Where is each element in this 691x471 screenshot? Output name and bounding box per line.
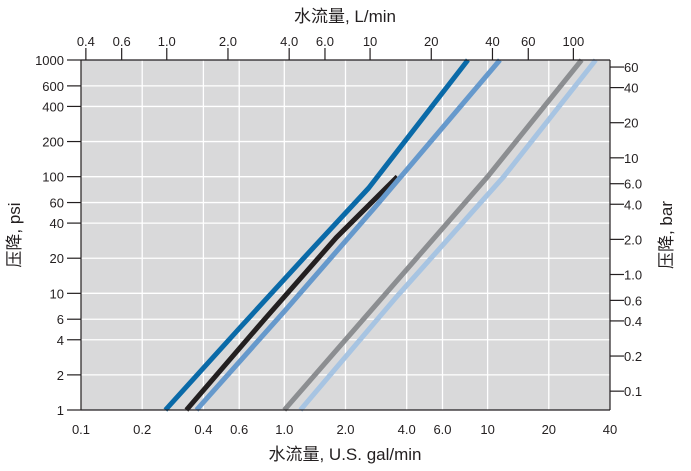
y-right-tick-label: 20 [624,116,638,131]
series-line-5 [298,58,598,412]
y-axis-right-title: 压降, bar [657,201,676,269]
y-right-tick-label: 40 [624,81,638,96]
y-left-tick-label: 1 [57,403,64,418]
x-bottom-tick-label: 20 [542,422,556,437]
x-top-tick-label: 0.4 [77,34,95,49]
x-top-tick-label: 0.6 [113,34,131,49]
y-left-tick-label: 60 [50,196,64,211]
y-right-tick-label: 0.2 [624,349,642,364]
x-axis-top-title: 水流量, L/min [294,7,396,26]
x-top-tick-label: 10 [363,34,377,49]
x-top-tick-label: 100 [563,34,585,49]
x-bottom-tick-label: 0.2 [133,422,151,437]
y-left-tick-label: 2 [57,368,64,383]
x-top-tick-label: 20 [424,34,438,49]
y-left-tick-label: 400 [42,99,64,114]
y-right-tick-label: 0.1 [624,384,642,399]
x-bottom-tick-label: 1.0 [275,422,293,437]
series-line-3 [194,58,502,412]
x-bottom-tick-label: 40 [603,422,617,437]
x-axis-bottom-title: 水流量, U.S. gal/min [268,445,421,464]
y-left-tick-label: 200 [42,135,64,150]
y-right-tick-label: 0.6 [624,293,642,308]
y-left-tick-label: 6 [57,312,64,327]
y-left-tick-label: 100 [42,170,64,185]
x-top-tick-label: 4.0 [280,34,298,49]
x-top-tick-label: 6.0 [316,34,334,49]
x-top-tick-label: 1.0 [158,34,176,49]
y-right-tick-label: 1.0 [624,267,642,282]
series-layer [163,58,598,412]
y-right-tick-label: 6.0 [624,177,642,192]
x-top-tick-label: 60 [521,34,535,49]
x-bottom-tick-label: 2.0 [336,422,354,437]
y-left-tick-label: 40 [50,216,64,231]
x-bottom-tick-label: 6.0 [433,422,451,437]
y-left-tick-label: 1000 [35,53,64,68]
series-line-1 [163,58,470,412]
axes-frame [80,59,611,411]
y-right-tick-label: 4.0 [624,197,642,212]
x-bottom-tick-label: 0.6 [230,422,248,437]
series-line-4 [282,58,584,412]
series-line-2 [184,174,400,412]
y-axis-left-title: 压降, psi [5,202,24,267]
y-left-tick-label: 20 [50,251,64,266]
y-left-tick-label: 600 [42,79,64,94]
ticks: 0.1 0.2 0.4 0.6 1.0 2.0 4.0 6.0 10 20 40 0.4 0.6 1.0 2… [35,34,642,437]
y-right-tick-label: 10 [624,151,638,166]
x-bottom-tick-label: 0.4 [194,422,212,437]
x-bottom-tick-label: 0.1 [72,422,90,437]
y-left-tick-label: 10 [50,286,64,301]
y-left-tick-label: 4 [57,333,64,348]
x-bottom-tick-label: 10 [480,422,494,437]
x-top-tick-label: 2.0 [219,34,237,49]
y-right-tick-label: 60 [624,60,638,75]
y-right-tick-label: 0.4 [624,314,642,329]
x-top-tick-label: 40 [485,34,499,49]
x-bottom-tick-label: 4.0 [398,422,416,437]
y-right-tick-label: 2.0 [624,232,642,247]
